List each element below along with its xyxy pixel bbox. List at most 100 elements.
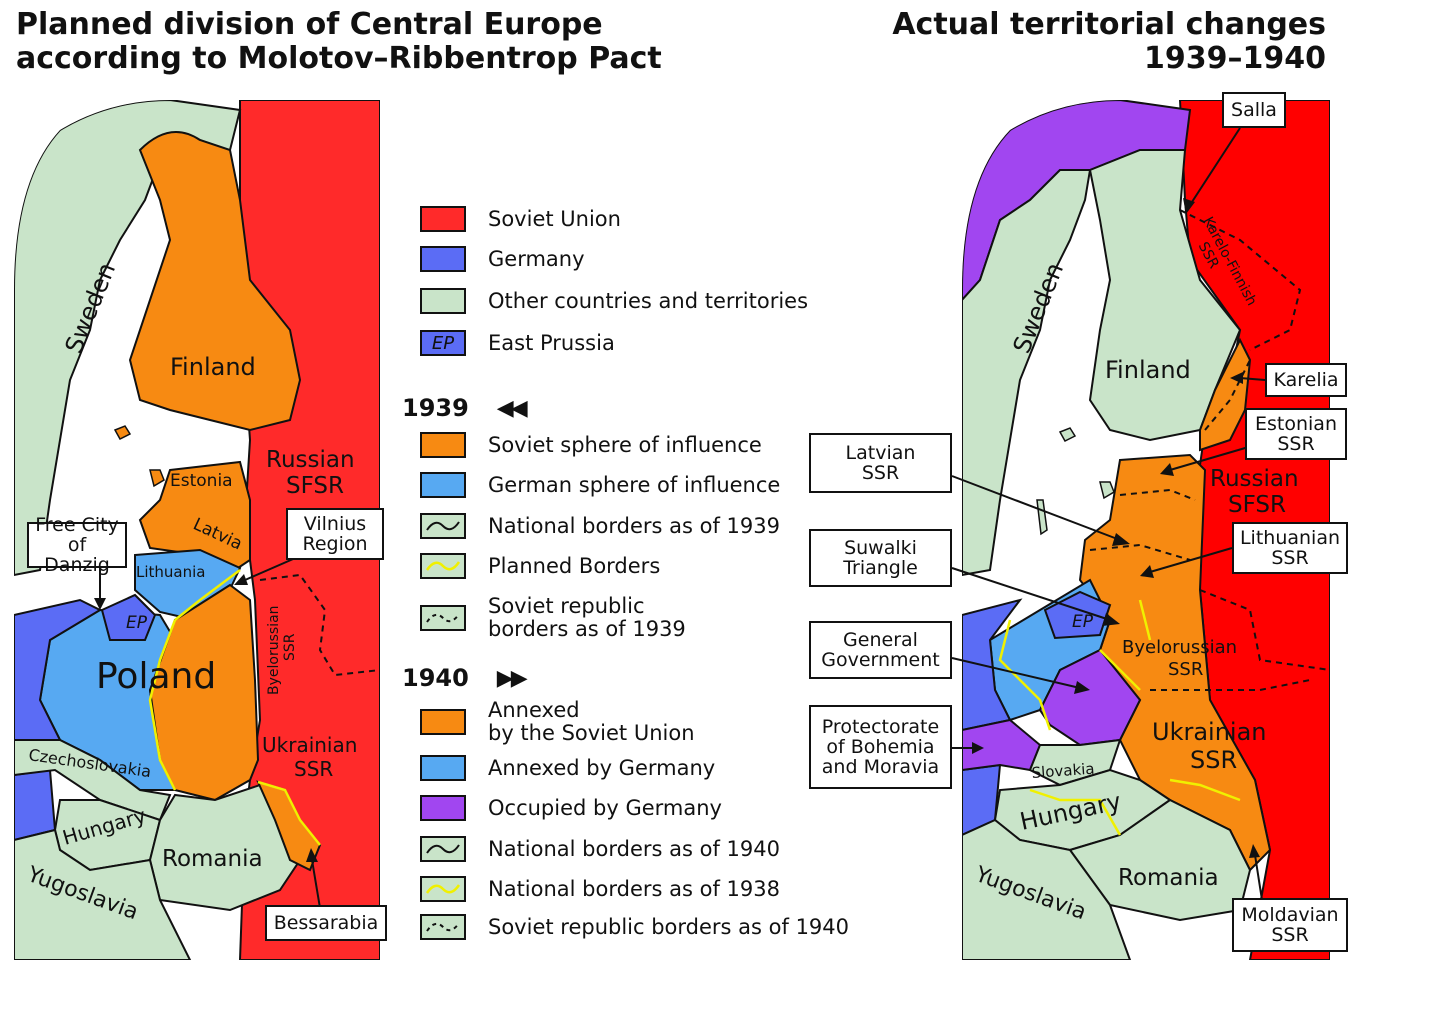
fast-forward-icon: ▶▶: [496, 665, 528, 691]
legend-label: National borders as of 1939: [488, 513, 780, 538]
r-border-1938-line: [998, 599, 1241, 836]
legend-label: Soviet republic borders as of 1939: [488, 594, 686, 641]
swatch-german-sphere: [420, 472, 466, 498]
legend-item-germany: Germany: [420, 244, 585, 274]
legend-item-german-sphere: German sphere of influence: [420, 470, 780, 500]
soviet-republic-border: [259, 573, 380, 677]
legend-label: German sphere of influence: [488, 472, 781, 497]
legend-label: Annexed by Germany: [488, 755, 716, 780]
r-germany-region: [962, 598, 1023, 732]
r-byelo-line2: SSR: [1168, 659, 1203, 680]
callout-protectorate: Protectorate of Bohemia and Moravia: [809, 705, 952, 789]
byelorussian-line2: SSR: [282, 633, 298, 661]
label-estonia: Estonia: [170, 471, 233, 491]
swatch-annexed-soviet: [420, 709, 466, 735]
swatch-soviet-sphere: [420, 432, 466, 458]
legend-item-soviet-sphere: Soviet sphere of influence: [420, 430, 762, 460]
callout-suwalki: Suwalki Triangle: [809, 529, 952, 587]
label-ukrainian-ssr: Ukrainian SSR: [262, 733, 357, 781]
legend-item-borders-1939: National borders as of 1939: [420, 511, 780, 541]
r-label-russian-sfsr: Russian SFSR: [1210, 466, 1299, 518]
legend-item-soviet-republic-1939: Soviet republic borders as of 1939: [420, 594, 686, 642]
swatch-germany: [420, 246, 466, 272]
legend-item-soviet-republic-1940: Soviet republic borders as of 1940: [420, 912, 849, 942]
callout-general-government: General Government: [809, 621, 952, 679]
legend-label: Occupied by Germany: [488, 795, 722, 820]
r-label-romania: Romania: [1118, 865, 1219, 891]
legend-label: Soviet republic borders as of 1940: [488, 914, 850, 939]
byelorussian-line1: Byelorussian: [266, 605, 282, 695]
legend-label: Soviet sphere of influence: [488, 432, 762, 457]
callout-vilnius: Vilnius Region: [286, 508, 384, 560]
label-russian-sfsr-l1: Russian SFSR: [266, 447, 355, 499]
callout-karelia: Karelia: [1265, 363, 1347, 397]
r-ukr-line1: Ukrainian: [1152, 718, 1267, 746]
legend-label: National borders as of 1940: [488, 836, 780, 861]
callout-estonian-ssr: Estonian SSR: [1245, 408, 1347, 460]
legend-label: Soviet Union: [488, 206, 621, 231]
finland-region: [128, 131, 302, 432]
legend-item-soviet-union: Soviet Union: [420, 204, 621, 234]
r-label-slovakia: Slovakia: [1031, 760, 1095, 782]
r-label-byelorussian: Byelorussian SSR: [1122, 637, 1237, 680]
legend-label: Other countries and territories: [488, 288, 809, 313]
right-map-title: Actual territorial changes 1939–1940: [892, 7, 1326, 76]
planned-border-line: [148, 569, 321, 846]
r-russian-line1: Russian: [1210, 466, 1299, 492]
r-label-ukrainian: Ukrainian SSR: [1152, 718, 1267, 774]
legend-item-planned-borders: Planned Borders: [420, 551, 660, 581]
callout-latvian-ssr: Latvian SSR: [809, 433, 952, 493]
ukrainian-line2: SSR: [294, 757, 333, 781]
left-map-title: Planned division of Central Europe accor…: [16, 7, 662, 76]
legend-heading-1940: 1940 ▶▶: [402, 664, 528, 692]
black-wave-icon: [420, 836, 466, 862]
label-byelorussian-ssr: ByelorussianSSR: [266, 605, 298, 695]
legend-item-borders-1940: National borders as of 1940: [420, 834, 780, 864]
legend-item-annexed-germany: Annexed by Germany: [420, 753, 715, 783]
yellow-wave-icon: [420, 553, 466, 579]
legend-item-annexed-soviet: Annexed by the Soviet Union: [420, 698, 695, 746]
year-1939: 1939: [402, 394, 469, 422]
sweden-region: [14, 100, 242, 577]
label-lithuania: Lithuania: [136, 563, 205, 581]
label-ep: EP: [126, 613, 148, 633]
label-romania: Romania: [162, 846, 263, 872]
dashed-wave-icon: [420, 605, 466, 631]
r-ukr-line2: SSR: [1190, 746, 1237, 774]
callout-salla: Salla: [1222, 92, 1286, 128]
legend-item-borders-1938: National borders as of 1938: [420, 874, 780, 904]
russian-sfsr-line2: SFSR: [286, 473, 344, 499]
r-label-ep: EP: [1072, 612, 1094, 632]
legend-label: Germany: [488, 246, 585, 271]
r-label-finland: Finland: [1105, 356, 1191, 384]
legend-label: East Prussia: [488, 330, 615, 355]
legend-label: Planned Borders: [488, 553, 661, 578]
swatch-soviet-union: [420, 206, 466, 232]
r-byelo-line1: Byelorussian: [1122, 637, 1237, 658]
year-1940: 1940: [402, 664, 469, 692]
r-karelia-region: [1199, 337, 1252, 452]
label-finland: Finland: [170, 353, 256, 381]
callout-bessarabia: Bessarabia: [265, 905, 387, 941]
yugoslavia-region: [14, 828, 192, 960]
ep-swatch: EP: [420, 330, 466, 356]
legend-item-other: Other countries and territories: [420, 286, 808, 316]
yellow-wave-icon: [420, 876, 466, 902]
black-wave-icon: [420, 513, 466, 539]
r-soviet-republic-border: [1089, 209, 1330, 691]
dashed-wave-icon: [420, 914, 466, 940]
r-sweden-region: [962, 169, 1092, 577]
label-poland: Poland: [96, 656, 216, 697]
r-romania-region: [1068, 798, 1252, 922]
r-russian-line2: SFSR: [1228, 492, 1286, 518]
legend-label: Annexed by the Soviet Union: [488, 698, 695, 745]
legend-label: National borders as of 1938: [488, 876, 780, 901]
ukrainian-line1: Ukrainian: [262, 733, 357, 757]
czechoslovakia-region: [14, 739, 172, 822]
legend-item-east-prussia: EP East Prussia: [420, 328, 615, 358]
swatch-occupied-germany: [420, 795, 466, 821]
callout-lithuanian-ssr: Lithuanian SSR: [1232, 522, 1348, 574]
swatch-annexed-germany: [420, 755, 466, 781]
r-yugoslavia-region: [962, 818, 1132, 960]
rewind-icon: ◀◀: [496, 395, 528, 421]
